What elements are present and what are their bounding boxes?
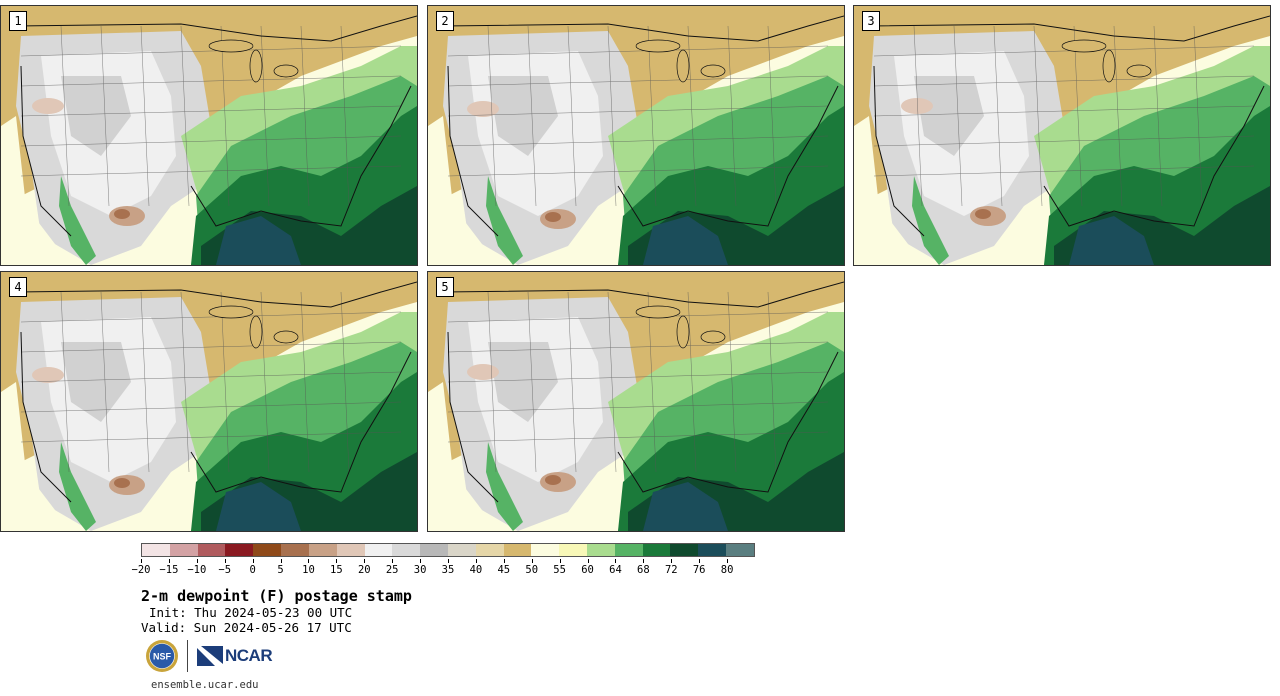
dewpoint-map: [854, 6, 1270, 265]
ensemble-member-map-3: 3: [853, 5, 1271, 266]
colorbar-tick-label: 35: [441, 564, 455, 576]
colorbar-swatch: [531, 544, 560, 556]
dewpoint-map: [1, 272, 417, 531]
colorbar-swatch: [281, 544, 309, 556]
ncar-logo: NCAR: [197, 645, 273, 667]
colorbar-swatch: [225, 544, 254, 556]
map-canvas: [1, 272, 417, 531]
ensemble-member-map-2: 2: [427, 5, 845, 266]
colorbar-tick: [475, 559, 477, 563]
colorbar-swatch: [420, 544, 448, 556]
colorbar-swatch: [559, 544, 587, 556]
colorbar-tick: [141, 559, 142, 563]
colorbar-swatch: [475, 544, 504, 556]
colorbar-swatch: [670, 544, 699, 556]
colorbar-tick: [503, 559, 505, 563]
colorbar-tick: [559, 559, 561, 563]
plot-title: 2-m dewpoint (F) postage stamp: [141, 587, 412, 605]
colorbar-tick: [308, 559, 310, 563]
colorbar-swatch: [392, 544, 421, 556]
colorbar-tick-label: −15: [159, 564, 179, 576]
colorbar-swatch: [364, 544, 393, 556]
colorbar-swatch: [253, 544, 282, 556]
ncar-logo-mark: [197, 646, 223, 666]
ncar-logo-text: NCAR: [225, 646, 273, 665]
colorbar-tick: [336, 559, 338, 563]
colorbar-tick: [392, 559, 394, 563]
colorbar-tick-label: 64: [609, 564, 622, 576]
colorbar-swatch: [698, 544, 727, 556]
colorbar-tick-label: 25: [385, 564, 399, 576]
colorbar-tick-label: 68: [637, 564, 650, 576]
nsf-logo-text: NSF: [153, 652, 172, 662]
colorbar-tick-label: 50: [525, 564, 539, 576]
colorbar-swatch: [447, 544, 476, 556]
colorbar-tick-label: −5: [218, 564, 232, 576]
init-time: Init: Thu 2024-05-23 00 UTC: [149, 605, 353, 620]
map-canvas: [1, 6, 417, 265]
member-number-label: 4: [9, 277, 27, 297]
map-canvas: [428, 6, 844, 265]
dewpoint-map: [1, 6, 417, 265]
logo-divider: [187, 640, 188, 672]
colorbar-swatch: [308, 544, 337, 556]
site-url: ensemble.ucar.edu: [151, 679, 259, 691]
colorbar-tick: [615, 559, 617, 563]
colorbar-tick-label: 76: [692, 564, 706, 576]
colorbar-swatch: [642, 544, 671, 556]
colorbar-tick-label: 45: [497, 564, 511, 576]
colorbar-tick: [587, 559, 589, 563]
colorbar-tick-labels: −20 −15 −10 −5 0 5 10 15 20 25 30 35 40 45 50 55 60 64 68 7…: [132, 559, 755, 579]
member-number-label: 5: [436, 277, 454, 297]
dewpoint-map: [428, 272, 844, 531]
colorbar-tick-label: 60: [581, 564, 594, 576]
colorbar-tick: [699, 559, 701, 563]
colorbar-tick: [531, 559, 533, 563]
colorbar-tick-label: 80: [720, 564, 734, 576]
colorbar-swatch: [142, 544, 170, 556]
colorbar-swatch: [336, 544, 365, 556]
dewpoint-colorbar: [141, 543, 755, 557]
valid-time: Valid: Sun 2024-05-26 17 UTC: [141, 620, 352, 635]
colorbar-tick-label: 72: [664, 564, 678, 576]
colorbar-tick-label: 10: [302, 564, 315, 576]
colorbar-swatch: [503, 544, 532, 556]
ensemble-member-map-5: 5: [427, 271, 845, 532]
colorbar-tick: [671, 559, 673, 563]
ensemble-member-map-1: 1: [0, 5, 418, 266]
member-number-label: 2: [436, 11, 454, 31]
colorbar-tick-label: 20: [357, 564, 371, 576]
colorbar-swatch: [587, 544, 615, 556]
colorbar-tick-label: 0: [249, 564, 256, 576]
colorbar-tick: [448, 559, 449, 563]
map-canvas: [428, 272, 844, 531]
colorbar-tick: [280, 559, 282, 563]
colorbar-tick-label: 30: [413, 564, 427, 576]
colorbar-tick-label: −10: [187, 564, 207, 576]
colorbar-tick: [196, 559, 198, 563]
colorbar-swatch: [197, 544, 226, 556]
colorbar-tick-label: −20: [131, 564, 151, 576]
colorbar-swatch: [614, 544, 643, 556]
colorbar-tick-label: 15: [330, 564, 343, 576]
dewpoint-map: [428, 6, 844, 265]
colorbar-tick: [168, 559, 170, 563]
colorbar-tick: [420, 559, 422, 563]
colorbar-tick-label: 5: [277, 564, 284, 576]
member-number-label: 3: [862, 11, 880, 31]
colorbar-swatch: [726, 544, 754, 556]
colorbar-tick-label: 40: [469, 564, 483, 576]
colorbar-tick: [224, 559, 226, 563]
colorbar-tick: [252, 559, 254, 563]
ensemble-member-map-4: 4: [0, 271, 418, 532]
nsf-logo: NSF: [146, 640, 178, 672]
colorbar-tick-label: 55: [553, 564, 566, 576]
colorbar-tick: [727, 559, 729, 563]
map-canvas: [854, 6, 1270, 265]
colorbar-tick: [364, 559, 366, 563]
colorbar-tick: [643, 559, 645, 563]
member-number-label: 1: [9, 11, 27, 31]
colorbar-swatch: [169, 544, 198, 556]
